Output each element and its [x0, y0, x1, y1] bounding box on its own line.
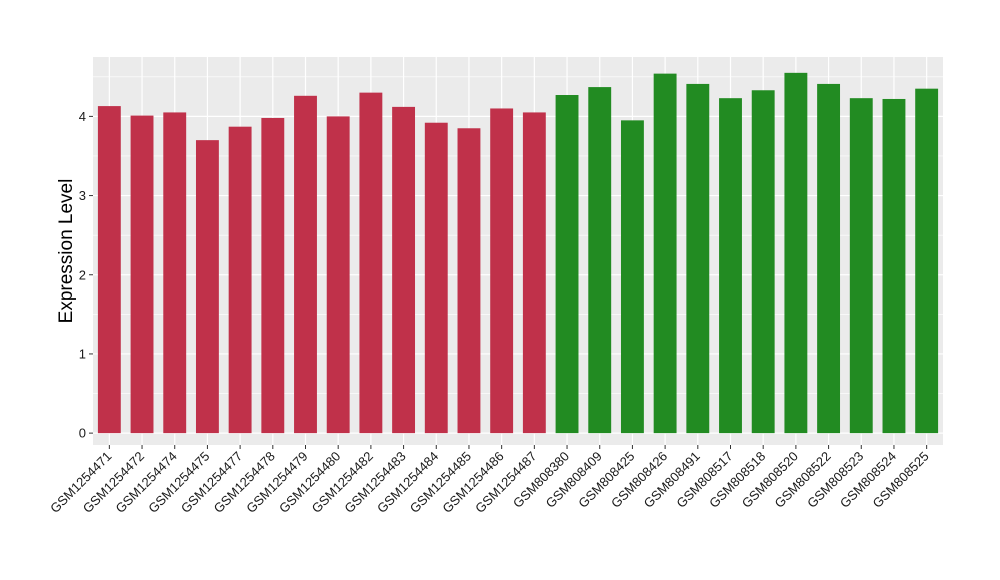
- bar: [163, 112, 187, 434]
- bar: [326, 116, 350, 434]
- bar: [686, 83, 710, 434]
- y-tick-label: 4: [79, 109, 86, 124]
- y-tick-label: 0: [79, 426, 86, 441]
- bar: [228, 126, 252, 434]
- y-axis-title: Expression Level: [56, 179, 77, 324]
- bar: [457, 128, 481, 434]
- bar: [817, 83, 841, 434]
- bar: [359, 92, 383, 434]
- y-tick-label: 2: [79, 267, 86, 282]
- bar: [555, 95, 579, 434]
- bar: [130, 115, 154, 434]
- bar: [97, 106, 121, 434]
- bar: [294, 95, 317, 434]
- plot-panel: [93, 57, 943, 445]
- bar: [719, 98, 742, 434]
- bar: [424, 122, 448, 434]
- y-axis: 0 1 2 3 4: [79, 109, 93, 441]
- y-tick-label: 1: [79, 346, 86, 361]
- bar: [490, 108, 514, 434]
- bar: [915, 88, 939, 434]
- bar: [849, 98, 873, 434]
- bar: [751, 90, 775, 434]
- bar: [195, 140, 219, 434]
- x-axis: GSM1254471GSM1254472GSM1254474GSM1254475…: [47, 445, 932, 516]
- bar: [588, 87, 612, 434]
- bar: [784, 72, 808, 434]
- bar: [261, 117, 285, 434]
- bar: [882, 98, 906, 434]
- bar: [653, 73, 677, 434]
- y-tick-label: 3: [79, 188, 86, 203]
- bar: [620, 120, 644, 434]
- bar: [522, 112, 546, 434]
- bars: [97, 72, 939, 434]
- bar: [392, 106, 416, 434]
